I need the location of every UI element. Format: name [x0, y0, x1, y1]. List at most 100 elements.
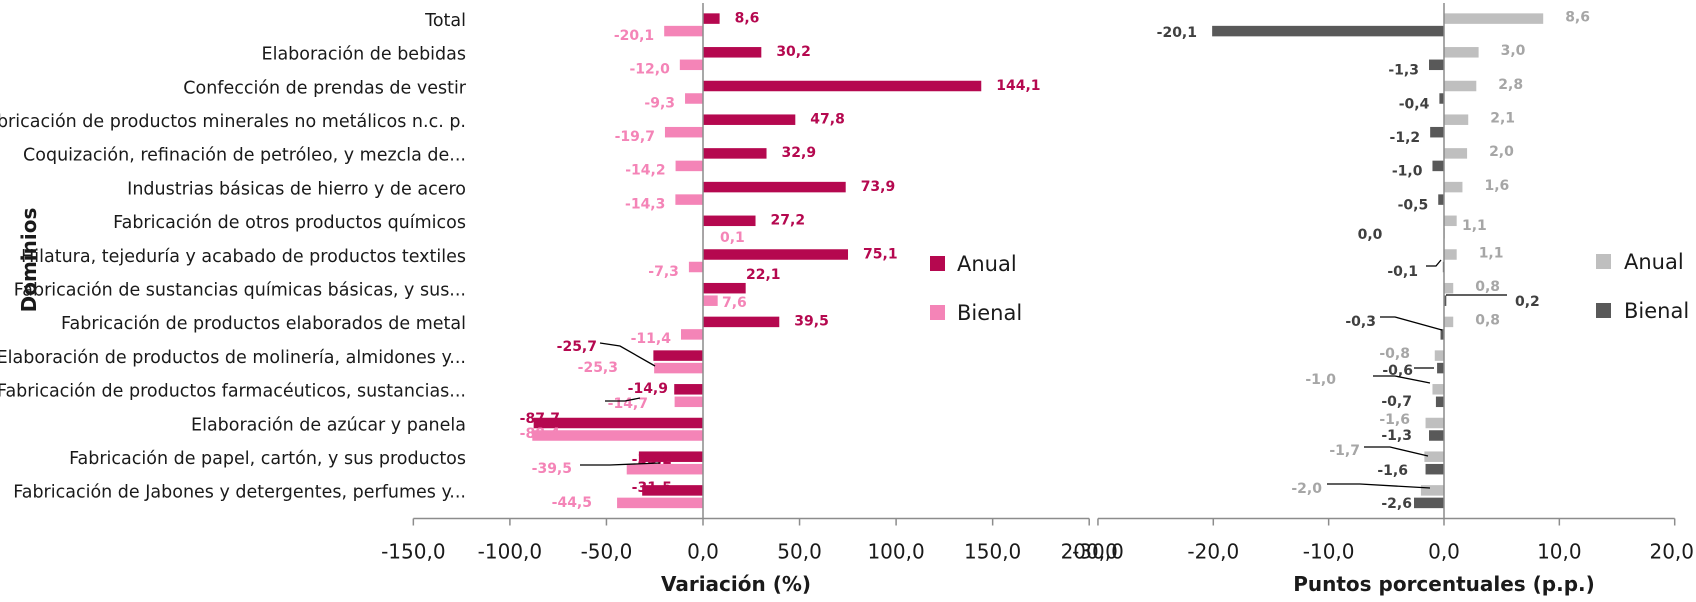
bar-bienal — [675, 160, 703, 172]
bar-bienal — [685, 93, 703, 104]
data-label: 1,1 — [1462, 218, 1487, 234]
data-label: -19,7 — [615, 129, 655, 145]
data-label: -0,8 — [1379, 346, 1410, 362]
x-tick-label: -20,0 — [1187, 540, 1239, 564]
bar-anual — [533, 417, 703, 429]
x-tick-label: -150,0 — [381, 540, 445, 564]
data-label: 0,8 — [1475, 279, 1500, 295]
legend-swatch-anual — [1596, 254, 1611, 269]
bar-anual — [703, 80, 982, 92]
leader-line — [1426, 259, 1442, 267]
data-label: 7,6 — [722, 295, 747, 311]
bar-anual — [1425, 417, 1444, 429]
data-label: -2,0 — [1291, 481, 1322, 497]
data-label: -0,4 — [1399, 96, 1430, 112]
bar-bienal — [1444, 295, 1447, 306]
bar-anual — [1444, 215, 1457, 227]
category-label: Coquización, refinación de petróleo, y m… — [23, 146, 466, 166]
x-tick-label: 0,0 — [1428, 540, 1460, 564]
legend-swatch-anual — [930, 256, 945, 271]
leader-line — [1364, 446, 1429, 457]
data-label: -25,3 — [578, 360, 618, 376]
bar-bienal — [679, 59, 703, 71]
legend-label: Bienal — [1624, 299, 1689, 323]
category-label: Fabricación de productos elaborados de m… — [61, 314, 466, 334]
data-label: -0,6 — [1382, 363, 1413, 379]
x-tick-label: -100,0 — [478, 540, 542, 564]
bar-anual — [703, 215, 756, 227]
data-label: -1,3 — [1388, 63, 1419, 79]
legend-label: Bienal — [957, 301, 1022, 325]
bar-bienal — [664, 25, 703, 37]
bar-bienal — [674, 396, 703, 408]
data-label: -11,4 — [631, 331, 672, 347]
bar-bienal — [664, 126, 703, 138]
data-label: -1,0 — [1392, 164, 1423, 180]
data-label: 75,1 — [863, 246, 898, 262]
x-tick-label: 20,0 — [1649, 540, 1694, 564]
legend-label: Anual — [957, 252, 1017, 276]
bar-bienal — [617, 497, 703, 509]
bar-anual — [1444, 316, 1454, 328]
bar-anual — [1444, 80, 1477, 92]
data-label: -1,3 — [1381, 428, 1412, 444]
bar-anual — [653, 350, 703, 361]
leader-line — [1380, 316, 1443, 331]
bar-anual — [703, 282, 746, 294]
leader-line — [1327, 483, 1431, 489]
data-label: 0,2 — [1515, 294, 1540, 310]
data-label: -1,6 — [1379, 412, 1410, 428]
leader-line — [605, 397, 641, 402]
data-label: -20,1 — [1157, 25, 1197, 41]
x-tick-label: -10,0 — [1303, 540, 1355, 564]
category-label: Fabricación de Jabones y detergentes, pe… — [13, 483, 466, 503]
category-label: Elaboración de azúcar y panela — [191, 415, 466, 435]
data-label: 39,5 — [794, 314, 829, 330]
bar-bienal — [532, 430, 703, 441]
bar-anual — [1444, 181, 1463, 193]
category-label: Confección de prendas de vestir — [183, 78, 467, 98]
bar-bienal — [1430, 126, 1444, 138]
bar-bienal — [675, 194, 703, 205]
x-axis-title: Variación (%) — [661, 572, 811, 596]
x-tick-label: 10,0 — [1537, 540, 1582, 564]
data-label: 30,2 — [776, 44, 811, 60]
data-label: -12,0 — [629, 62, 670, 78]
data-label: 0,0 — [1358, 227, 1383, 243]
bar-anual — [703, 249, 849, 260]
data-label: -25,7 — [557, 339, 597, 355]
data-label: -1,6 — [1377, 463, 1408, 479]
bar-anual — [1444, 249, 1457, 260]
bar-bienal — [1432, 160, 1444, 172]
bar-bienal — [1414, 497, 1444, 509]
x-tick-label: 0,0 — [687, 540, 719, 564]
data-label: -14,3 — [625, 196, 665, 212]
data-label: -87,7 — [520, 411, 560, 427]
leader-line — [599, 342, 656, 367]
data-label: 0,1 — [720, 230, 745, 246]
category-label: Elaboración de productos de molinería, a… — [0, 348, 466, 368]
bar-anual — [1444, 47, 1479, 58]
data-label: -1,2 — [1390, 130, 1421, 146]
bar-bienal — [1438, 194, 1444, 205]
data-label: -2,6 — [1381, 496, 1412, 512]
bar-bienal — [1439, 93, 1444, 104]
leader-line — [1373, 375, 1431, 384]
bar-anual — [703, 47, 762, 58]
bar-bienal — [703, 295, 718, 306]
category-label: Elaboración de bebidas — [262, 45, 466, 65]
bar-anual — [1444, 13, 1544, 24]
x-axis-title: Puntos porcentuales (p.p.) — [1293, 572, 1595, 596]
leader-line — [580, 462, 661, 466]
data-label: 32,9 — [782, 145, 817, 161]
data-label: -31,5 — [632, 480, 672, 496]
bar-anual — [1434, 350, 1444, 361]
y-axis-title: Dominios — [17, 208, 41, 313]
data-label: 1,1 — [1479, 245, 1504, 261]
data-label: -44,5 — [552, 495, 592, 511]
data-label: -20,1 — [614, 28, 654, 44]
category-label: Fabricación de productos farmacéuticos, … — [0, 382, 466, 402]
data-label: 73,9 — [861, 179, 896, 195]
bar-anual — [1424, 451, 1444, 462]
data-label: 144,1 — [996, 78, 1040, 94]
